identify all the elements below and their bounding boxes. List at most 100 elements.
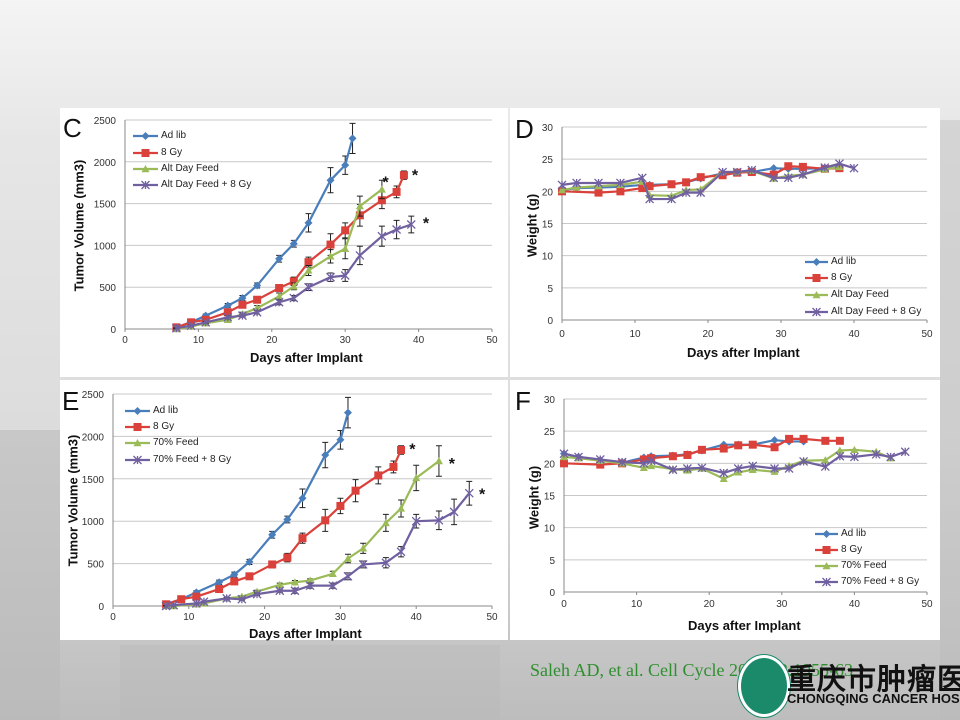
data-point-alt-day-feed-8-gy xyxy=(223,312,233,322)
data-point-ad-lib xyxy=(238,294,247,303)
data-point-8-gy xyxy=(275,284,284,293)
legend-label: Alt Day Feed xyxy=(831,289,889,300)
data-point-8-gy xyxy=(268,560,277,569)
data-point-alt-day-feed xyxy=(377,185,386,193)
y-tick-label: 10 xyxy=(544,524,556,535)
data-point-alt-day-feed-8-gy xyxy=(186,321,196,331)
data-point-70-feed xyxy=(359,544,368,552)
data-point-70-feed-8-gy xyxy=(748,461,758,471)
data-point-70-feed-8-gy xyxy=(411,516,421,526)
data-point-alt-day-feed-8-gy xyxy=(732,167,742,177)
data-point-alt-day-feed xyxy=(304,266,313,274)
data-point-8-gy xyxy=(770,443,779,452)
data-point-ad-lib xyxy=(321,451,330,460)
data-point-70-feed-8-gy xyxy=(820,462,830,472)
data-point-8-gy xyxy=(230,577,239,586)
y-axis-title-c: Tumor Volume (mm3) xyxy=(71,159,87,292)
data-point-8-gy xyxy=(341,226,350,235)
data-point-70-feed-8-gy xyxy=(733,464,743,473)
data-point-8-gy xyxy=(560,459,568,468)
hospital-logo-emblem xyxy=(738,655,790,717)
data-point-8-gy xyxy=(389,462,398,471)
data-point-alt-day-feed-8-gy xyxy=(252,307,262,317)
y-tick-label: 15 xyxy=(544,492,556,503)
legend-marker-ad-lib xyxy=(822,530,831,538)
data-point-ad-lib xyxy=(770,436,779,445)
y-tick-label: 2500 xyxy=(82,390,105,401)
legend-label: 8 Gy xyxy=(153,421,175,432)
data-point-alt-day-feed-8-gy xyxy=(783,173,793,183)
data-point-8-gy xyxy=(215,585,224,594)
panel-letter-d: D xyxy=(515,114,534,144)
data-point-alt-day-feed-8-gy xyxy=(849,163,859,173)
x-tick-label: 50 xyxy=(921,329,933,340)
data-point-70-feed-8-gy xyxy=(595,455,605,464)
data-point-70-feed xyxy=(434,456,443,465)
y-tick-label: 20 xyxy=(544,459,556,470)
panel-letter-e: E xyxy=(62,386,80,416)
data-point-70-feed xyxy=(290,578,299,586)
significance-asterisk: * xyxy=(449,456,456,473)
data-point-ad-lib xyxy=(215,578,224,587)
data-point-alt-day-feed-8-gy xyxy=(340,271,350,280)
data-point-ad-lib xyxy=(289,239,298,248)
data-point-8-gy xyxy=(326,240,335,249)
x-tick-label: 50 xyxy=(486,335,498,346)
significance-asterisk: * xyxy=(423,215,430,232)
data-point-8-gy xyxy=(351,486,360,495)
data-point-ad-lib xyxy=(268,530,277,539)
x-axis-title-d: Days after Implant xyxy=(687,345,800,360)
legend-marker-ad-lib xyxy=(133,407,142,415)
data-point-ad-lib xyxy=(348,134,357,143)
significance-asterisk: * xyxy=(479,487,486,504)
legend-label: Alt Day Feed + 8 Gy xyxy=(161,179,252,190)
data-point-70-feed-8-gy xyxy=(668,465,678,475)
data-point-ad-lib xyxy=(336,435,345,444)
data-point-70-feed-8-gy xyxy=(169,600,179,610)
x-axis-title-e: Days after Implant xyxy=(249,626,362,641)
legend-marker-70-feed xyxy=(822,562,831,570)
data-point-8-gy xyxy=(177,595,186,604)
data-point-8-gy xyxy=(321,516,330,525)
y-tick-label: 5 xyxy=(549,556,555,567)
data-point-70-feed-8-gy xyxy=(639,458,649,468)
series-line-8-gy xyxy=(563,437,840,466)
data-point-ad-lib xyxy=(343,408,352,417)
legend-marker-70-feed xyxy=(133,439,142,447)
data-point-alt-day-feed-8-gy xyxy=(834,159,844,169)
data-point-ad-lib xyxy=(298,494,307,503)
x-tick-label: 10 xyxy=(183,612,195,623)
x-tick-label: 10 xyxy=(631,599,643,610)
y-tick-label: 1000 xyxy=(82,517,105,528)
data-point-8-gy xyxy=(616,187,625,196)
data-point-ad-lib xyxy=(769,164,778,173)
y-tick-label: 20 xyxy=(542,187,554,198)
data-point-alt-day-feed-8-gy xyxy=(304,282,313,292)
y-tick-label: 5 xyxy=(547,284,553,295)
data-point-8-gy xyxy=(336,501,345,510)
legend-marker-alt-day-feed xyxy=(812,291,821,299)
data-point-alt-day-feed-8-gy xyxy=(798,170,808,180)
data-point-ad-lib xyxy=(230,570,239,579)
data-point-8-gy xyxy=(238,300,247,309)
y-tick-label: 1000 xyxy=(94,241,117,252)
data-point-alt-day-feed-8-gy xyxy=(667,194,676,204)
y-tick-label: 30 xyxy=(542,123,554,134)
y-tick-label: 2000 xyxy=(82,432,105,443)
significance-asterisk: * xyxy=(412,168,419,185)
legend-label: 70% Feed + 8 Gy xyxy=(153,454,232,465)
data-point-8-gy xyxy=(397,445,406,454)
x-tick-label: 40 xyxy=(848,329,860,340)
background-building xyxy=(940,120,960,720)
panel-f xyxy=(510,380,940,640)
data-point-70-feed xyxy=(639,463,648,472)
data-point-ad-lib xyxy=(304,218,313,227)
data-point-70-feed-8-gy xyxy=(849,452,859,462)
data-point-8-gy xyxy=(682,178,691,187)
data-point-alt-day-feed-8-gy xyxy=(572,178,582,188)
data-point-70-feed xyxy=(821,456,830,464)
legend-label: Ad lib xyxy=(153,405,179,416)
data-point-70-feed xyxy=(412,473,421,482)
data-point-70-feed-8-gy xyxy=(871,449,881,459)
y-tick-label: 1500 xyxy=(94,200,117,211)
